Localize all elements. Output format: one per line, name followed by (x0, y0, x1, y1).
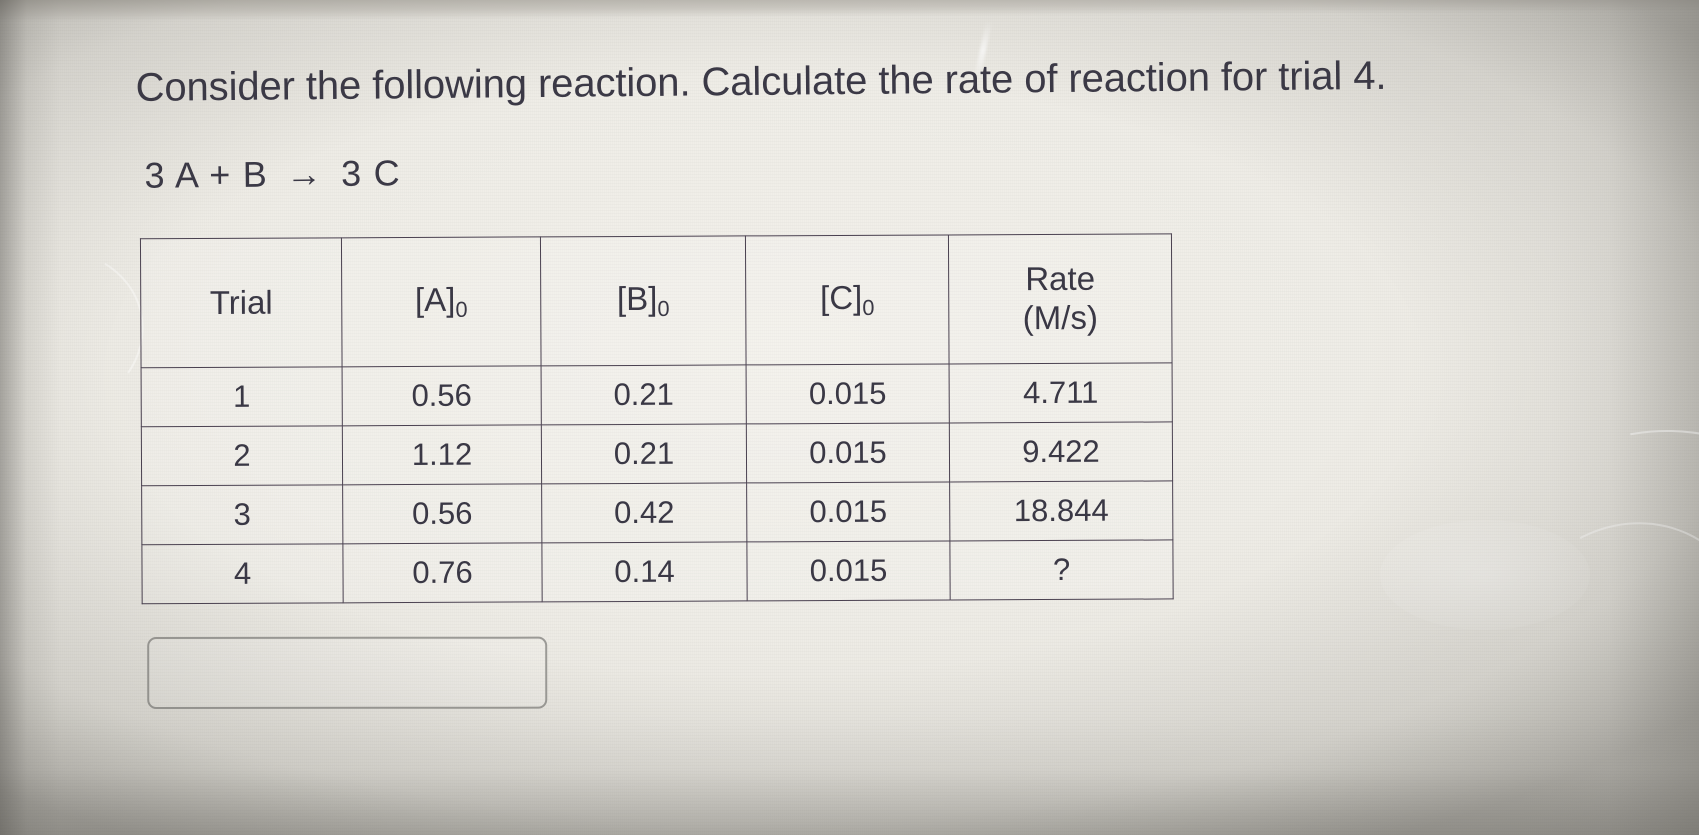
reaction-arrow-icon: → (285, 153, 324, 195)
table-row: 1 0.56 0.21 0.015 4.711 (141, 362, 1173, 427)
column-header-a0-base: [A] (414, 280, 456, 318)
kinetics-data-table: Trial [A]0 [B]0 [C]0 Rate (140, 233, 1174, 604)
cell-rate: 9.422 (949, 421, 1173, 482)
cell-b0: 0.14 (541, 541, 748, 602)
cell-trial: 4 (141, 543, 344, 604)
table-row: 2 1.12 0.21 0.015 9.422 (141, 421, 1173, 486)
column-header-c0-base: [C] (820, 278, 863, 317)
table-row: 3 0.56 0.42 0.015 18.844 (141, 480, 1173, 545)
problem-prompt: Consider the following reaction. Calcula… (135, 53, 1387, 110)
column-header-trial-label: Trial (209, 283, 273, 321)
table-body: 1 0.56 0.21 0.015 4.711 2 1.12 0.21 0.01… (141, 362, 1174, 604)
table-header: Trial [A]0 [B]0 [C]0 Rate (140, 233, 1173, 368)
column-header-c0: [C]0 (745, 234, 950, 365)
kinetics-data-table-wrapper: Trial [A]0 [B]0 [C]0 Rate (140, 233, 1174, 604)
cell-trial: 2 (141, 425, 343, 486)
cell-a0: 1.12 (342, 424, 542, 485)
column-header-b0-base: [B] (616, 279, 658, 317)
column-header-a0: [A]0 (341, 236, 542, 367)
cell-c0: 0.015 (746, 481, 950, 542)
table-row: 4 0.76 0.14 0.015 ? (141, 539, 1174, 604)
cell-rate: 18.844 (949, 480, 1173, 541)
right-edge-shadow (1549, 0, 1699, 835)
cell-b0: 0.21 (541, 423, 747, 484)
equation-products: 3 C (340, 152, 401, 194)
column-header-rate-units: (M/s) (1022, 298, 1098, 337)
lens-smudge (1380, 520, 1590, 630)
cell-a0: 0.56 (342, 365, 542, 426)
cell-a0: 0.76 (342, 542, 543, 603)
column-header-rate: Rate (M/s) (948, 233, 1173, 364)
column-header-trial: Trial (140, 237, 343, 368)
cell-rate-unknown: ? (949, 539, 1174, 600)
answer-input[interactable] (147, 636, 548, 710)
cell-b0: 0.21 (541, 364, 747, 425)
cell-c0: 0.015 (746, 363, 950, 424)
cell-c0: 0.015 (746, 422, 950, 483)
column-header-b0: [B]0 (540, 235, 747, 366)
column-header-c0-subscript: 0 (862, 294, 875, 320)
bottom-edge-shadow (0, 715, 1699, 835)
chemical-equation: 3 A + B → 3 C (144, 152, 401, 196)
cell-b0: 0.42 (541, 482, 747, 543)
cell-trial: 1 (141, 366, 343, 427)
column-header-b0-subscript: 0 (657, 295, 670, 321)
cell-rate: 4.711 (949, 362, 1173, 423)
equation-reactants: 3 A + B (144, 153, 269, 196)
column-header-a0-subscript: 0 (455, 296, 468, 322)
column-header-rate-label: Rate (1025, 259, 1096, 298)
cell-a0: 0.56 (342, 483, 542, 544)
cell-trial: 3 (141, 484, 343, 545)
table-header-row: Trial [A]0 [B]0 [C]0 Rate (140, 233, 1173, 368)
left-edge-shadow (0, 0, 60, 835)
cell-c0: 0.015 (746, 540, 951, 601)
